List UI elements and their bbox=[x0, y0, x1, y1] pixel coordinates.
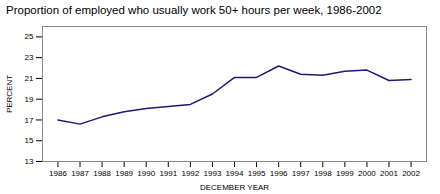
svg-text:1998: 1998 bbox=[314, 169, 332, 178]
svg-text:1990: 1990 bbox=[137, 169, 155, 178]
svg-text:25: 25 bbox=[25, 32, 34, 41]
svg-text:1999: 1999 bbox=[336, 169, 354, 178]
svg-text:1995: 1995 bbox=[248, 169, 266, 178]
svg-text:1993: 1993 bbox=[204, 169, 222, 178]
svg-text:1988: 1988 bbox=[93, 169, 111, 178]
svg-text:1997: 1997 bbox=[292, 169, 310, 178]
svg-text:23: 23 bbox=[25, 53, 34, 62]
svg-text:15: 15 bbox=[25, 136, 34, 145]
html-text:Proportion of employed who usu: Proportion of employed who usually work … bbox=[6, 4, 382, 16]
svg-text:DECEMBER YEAR: DECEMBER YEAR bbox=[200, 183, 269, 192]
svg-text:1994: 1994 bbox=[226, 169, 244, 178]
svg-text:1991: 1991 bbox=[159, 169, 177, 178]
svg-text:2002: 2002 bbox=[402, 169, 420, 178]
svg-text:21: 21 bbox=[25, 74, 34, 83]
svg-text:19: 19 bbox=[25, 95, 34, 104]
svg-text:1996: 1996 bbox=[270, 169, 288, 178]
svg-text:PERCENT: PERCENT bbox=[5, 75, 14, 113]
svg-text:1992: 1992 bbox=[181, 169, 199, 178]
svg-text:13: 13 bbox=[25, 157, 34, 166]
svg-text:2001: 2001 bbox=[380, 169, 398, 178]
svg-text:1987: 1987 bbox=[71, 169, 89, 178]
svg-text:2000: 2000 bbox=[358, 169, 376, 178]
svg-text:1989: 1989 bbox=[115, 169, 133, 178]
svg-text:17: 17 bbox=[25, 116, 34, 125]
svg-text:1986: 1986 bbox=[49, 169, 67, 178]
